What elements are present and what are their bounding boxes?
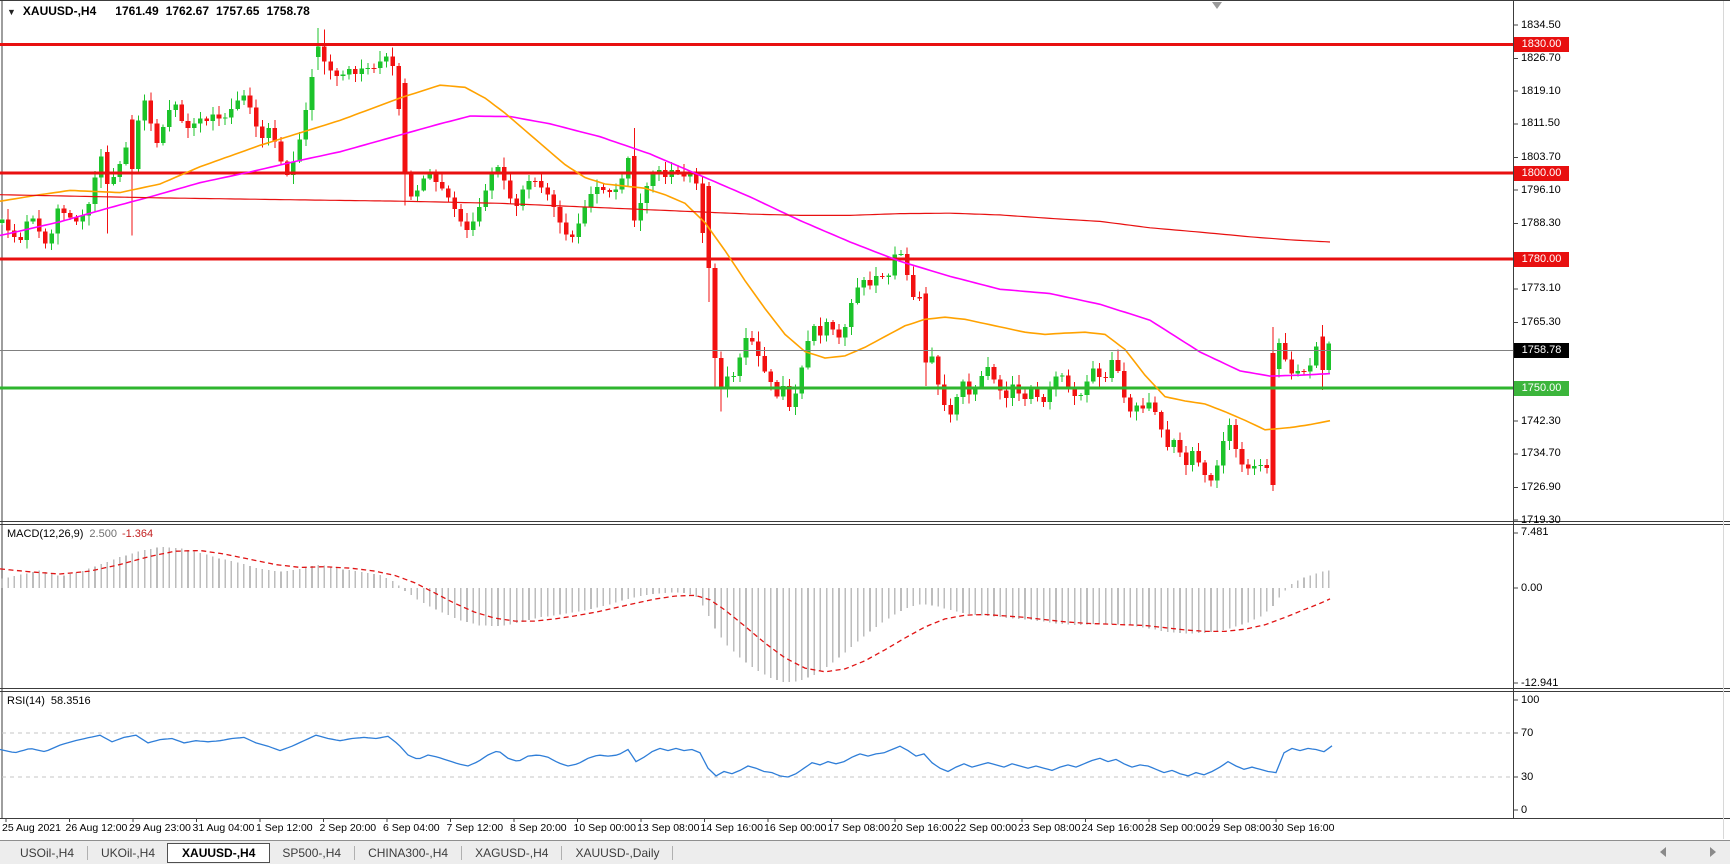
macd-tick-label: 0.00 — [1521, 581, 1543, 594]
rsi-tick-label: 30 — [1521, 770, 1534, 783]
time-tick-label: 6 Sep 04:00 — [383, 822, 440, 834]
price-tick-label: 1719.30 — [1521, 513, 1561, 526]
tab-separator — [561, 845, 563, 860]
ma-magenta-line — [0, 115, 1331, 377]
time-tick-label: 29 Aug 23:00 — [129, 822, 191, 834]
chart-header: ▼ XAUUSD-,H4 1761.49 1762.67 1757.65 1758.78 — [7, 4, 310, 18]
tab-xagusd-h4[interactable]: XAGUSD-,H4 — [475, 845, 549, 860]
price-tick-label: 1819.10 — [1521, 84, 1561, 97]
one-click-trading-arrow-icon[interactable]: ▼ — [7, 7, 16, 17]
macd-tick-label: 7.481 — [1521, 526, 1549, 539]
macd-histogram — [1, 547, 1330, 683]
time-tick-label: 22 Sep 00:00 — [954, 822, 1017, 834]
time-tick-label: 1 Sep 12:00 — [256, 822, 313, 834]
price-tick-label: 1726.90 — [1521, 480, 1561, 493]
rsi-title: RSI(14) — [7, 695, 45, 707]
rsi-value: 58.3516 — [50, 695, 91, 707]
tab-china300-h4[interactable]: CHINA300-,H4 — [368, 845, 449, 860]
time-tick-label: 20 Sep 16:00 — [891, 822, 954, 834]
price-tick-label: 1834.50 — [1521, 18, 1561, 31]
price-tick-label: 1765.30 — [1521, 315, 1561, 328]
macd-tick-label: -12.941 — [1521, 676, 1559, 689]
time-tick-label: 25 Aug 2021 — [2, 822, 61, 834]
tab-usoil-h4[interactable]: USOil-,H4 — [20, 845, 75, 860]
tab-xauusd-h4[interactable]: XAUUSD-,H4 — [167, 842, 271, 863]
ohlc-close: 1758.78 — [266, 4, 310, 18]
rsi-indicator-label: RSI(14) 58.3516 — [7, 695, 91, 707]
time-tick-label: 29 Sep 08:00 — [1208, 822, 1271, 834]
ohlc-open: 1761.49 — [115, 4, 159, 18]
panel-borders — [0, 0, 1730, 819]
time-tick-label: 30 Sep 16:00 — [1272, 822, 1335, 834]
rsi-tick-label: 100 — [1521, 693, 1540, 706]
price-tick-label: 1803.70 — [1521, 150, 1561, 163]
time-tick-label: 16 Sep 00:00 — [764, 822, 827, 834]
price-tick-label: 1796.10 — [1521, 183, 1561, 196]
macd-signal-line — [0, 549, 1331, 673]
price-tick-label: 1826.70 — [1521, 52, 1561, 65]
tab-scroll-arrows — [1660, 847, 1716, 857]
axis-ticks — [5, 24, 1518, 822]
ohlc-high: 1762.67 — [165, 4, 210, 18]
price-tick-label: 1811.50 — [1521, 117, 1560, 130]
tab-scroll-right-icon[interactable] — [1710, 847, 1716, 857]
tab-scroll-left-icon[interactable] — [1660, 847, 1666, 857]
chart-canvas[interactable] — [0, 0, 1730, 840]
tab-separator — [354, 845, 356, 860]
level-price-badge: 1800.00 — [1514, 165, 1569, 181]
tab-separator — [672, 845, 674, 860]
time-tick-label: 24 Sep 16:00 — [1081, 822, 1144, 834]
price-tick-label: 1773.10 — [1521, 282, 1561, 295]
current-price-badge: 1758.78 — [1514, 342, 1569, 358]
macd-main-value: 2.500 — [89, 528, 117, 540]
time-tick-label: 14 Sep 16:00 — [700, 822, 763, 834]
ohlc-low: 1757.65 — [216, 4, 260, 18]
time-tick-label: 7 Sep 12:00 — [446, 822, 504, 834]
ma-orange-line — [0, 84, 1331, 431]
tab-sp500-h4[interactable]: SP500-,H4 — [282, 845, 342, 860]
tab-separator — [87, 845, 89, 860]
price-tick-label: 1742.30 — [1521, 414, 1561, 427]
level-price-badge: 1830.00 — [1514, 36, 1569, 52]
price-tick-label: 1734.70 — [1521, 447, 1561, 460]
symbol-period-label: XAUUSD-,H4 — [22, 4, 97, 18]
tab-separator — [461, 845, 463, 860]
tab-xauusd-daily[interactable]: XAUUSD-,Daily — [575, 845, 660, 860]
symbol-tab-bar: USOil-,H4 UKOil-,H4 XAUUSD-,H4 SP500-,H4 CHI… — [0, 840, 1730, 864]
time-tick-label: 13 Sep 08:00 — [637, 822, 700, 834]
rsi-tick-label: 70 — [1521, 726, 1534, 739]
macd-title: MACD(12,26,9) — [7, 528, 84, 540]
time-tick-label: 28 Sep 00:00 — [1145, 822, 1208, 834]
time-tick-label: 26 Aug 12:00 — [65, 822, 128, 834]
time-tick-label: 23 Sep 08:00 — [1018, 822, 1081, 834]
candles — [0, 28, 1332, 492]
support-resistance-lines — [0, 42, 1513, 390]
tab-ukoil-h4[interactable]: UKOil-,H4 — [101, 845, 156, 860]
time-tick-label: 2 Sep 20:00 — [319, 822, 377, 834]
macd-signal-value: -1.364 — [121, 528, 154, 540]
time-tick-label: 8 Sep 20:00 — [510, 822, 567, 834]
ma-red-line — [0, 194, 1331, 243]
chart-shift-marker-icon[interactable] — [1212, 2, 1222, 9]
time-tick-label: 31 Aug 04:00 — [192, 822, 255, 834]
rsi-line — [0, 734, 1333, 778]
time-tick-label: 17 Sep 08:00 — [827, 822, 890, 834]
time-tick-label: 10 Sep 00:00 — [573, 822, 636, 834]
rsi-tick-label: 0 — [1521, 803, 1528, 816]
price-tick-label: 1788.30 — [1521, 217, 1561, 230]
level-price-badge: 1750.00 — [1514, 380, 1569, 396]
macd-indicator-label: MACD(12,26,9) 2.500 -1.364 — [7, 528, 153, 540]
level-price-badge: 1780.00 — [1514, 251, 1569, 267]
